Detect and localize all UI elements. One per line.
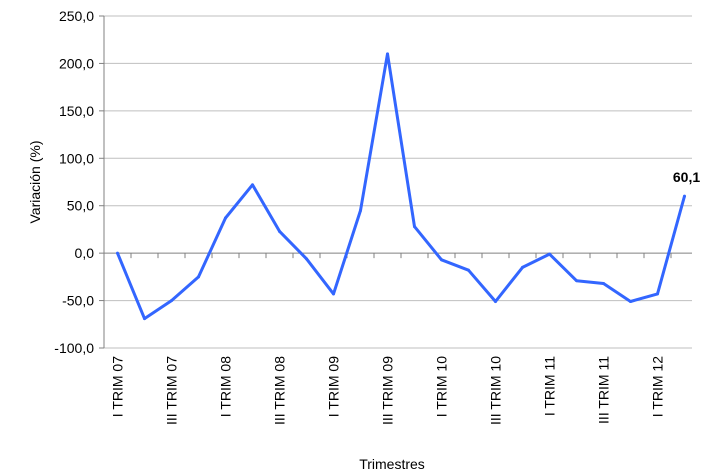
data-point (224, 216, 227, 220)
last-value-label: 60,1 (673, 169, 700, 185)
data-point (656, 292, 659, 296)
x-tick-label: I TRIM 08 (218, 356, 234, 417)
y-tick-label: 0,0 (75, 245, 95, 261)
y-tick-label: 250,0 (59, 8, 94, 24)
x-tick-label: I TRIM 11 (542, 356, 558, 416)
y-tick-label: -50,0 (62, 293, 94, 309)
data-point (143, 317, 146, 321)
x-axis-title: Trimestres (359, 456, 425, 472)
x-tick-label: I TRIM 12 (650, 356, 666, 417)
data-point (467, 268, 470, 272)
y-tick-label: -100,0 (54, 340, 94, 356)
x-tick-label: III TRIM 07 (164, 356, 180, 425)
x-tick-label: I TRIM 07 (110, 356, 126, 417)
gridlines (104, 15, 692, 349)
data-point (440, 258, 443, 262)
data-point (386, 52, 389, 56)
x-tick-label: III TRIM 10 (488, 356, 504, 425)
y-axis-tick-labels: 250,0 200,0 150,0 100,0 50,0 0,0 -50,0 -100,0 (54, 8, 104, 356)
x-tick-label: III TRIM 09 (380, 356, 396, 425)
y-tick-label: 100,0 (59, 150, 94, 166)
y-tick-label: 150,0 (59, 103, 94, 119)
x-tick-label: III TRIM 08 (272, 356, 288, 425)
data-point (629, 300, 632, 304)
data-point (359, 208, 362, 212)
y-axis-title: Variación (%) (27, 141, 43, 224)
data-point (575, 279, 578, 283)
x-tick-label: I TRIM 10 (434, 356, 450, 417)
y-tick-label: 50,0 (67, 198, 94, 214)
x-tick-label: III TRIM 11 (596, 356, 612, 424)
data-point (278, 229, 281, 233)
data-point (521, 265, 524, 269)
data-point (548, 252, 551, 256)
data-point (602, 281, 605, 285)
data-points (116, 52, 686, 321)
data-point (251, 183, 254, 187)
x-axis-tick-labels: I TRIM 07 III TRIM 07 I TRIM 08 III TRIM 08… (110, 356, 666, 425)
data-point (332, 292, 335, 296)
data-point (170, 299, 173, 303)
data-point (197, 275, 200, 279)
series-line (116, 52, 686, 321)
y-tick-label: 200,0 (59, 55, 94, 71)
x-axis-ticks (103, 253, 672, 259)
x-tick-label: I TRIM 09 (326, 356, 342, 417)
data-point (413, 225, 416, 229)
data-point (305, 257, 308, 261)
data-point (683, 194, 686, 198)
data-point (494, 300, 497, 304)
data-point (116, 251, 119, 255)
